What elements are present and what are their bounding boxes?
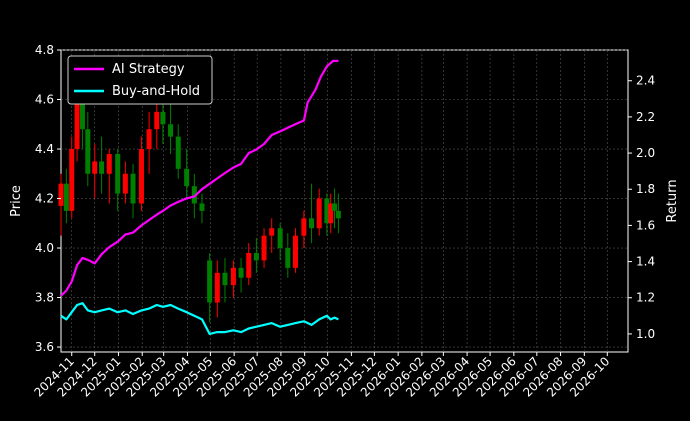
candle-body xyxy=(146,129,152,150)
y-right-tick-label: 1.0 xyxy=(636,327,655,341)
y-axis-left-label: Price xyxy=(9,185,24,217)
y-right-tick-label: 2.2 xyxy=(636,110,655,124)
candle-body xyxy=(79,94,85,130)
candlestick-series xyxy=(58,74,341,323)
candle-body xyxy=(332,203,338,211)
y-left-tick-label: 4.2 xyxy=(35,192,54,206)
candle-body xyxy=(130,173,136,204)
candle-body xyxy=(85,129,91,174)
candle-body xyxy=(92,161,98,174)
candle-body xyxy=(277,228,283,249)
candle-body xyxy=(74,94,80,150)
y-right-tick-label: 2.4 xyxy=(636,74,655,88)
candle-body xyxy=(328,203,334,224)
candle-body xyxy=(316,198,322,229)
y-right-tick-label: 2.0 xyxy=(636,146,655,160)
candle-body xyxy=(335,210,341,219)
y-right-tick-label: 1.2 xyxy=(636,291,655,305)
y-left-tick-label: 3.6 xyxy=(35,340,54,354)
candle-body xyxy=(168,124,174,137)
candle-body xyxy=(115,153,121,194)
candle-body xyxy=(175,136,181,169)
y-axis-right-label: Return xyxy=(665,179,680,222)
candle-body xyxy=(324,198,330,224)
candle-body xyxy=(309,218,315,229)
candle-body xyxy=(69,149,75,211)
candle-body xyxy=(301,218,307,236)
candle-body xyxy=(99,161,105,174)
candle-body xyxy=(154,111,160,130)
y-left-tick-label: 4.0 xyxy=(35,241,54,255)
y-left-tick-label: 4.6 xyxy=(35,93,54,107)
legend-label-ai-strategy: AI Strategy xyxy=(112,62,185,77)
candle-body xyxy=(285,248,291,268)
legend: AI Strategy Buy-and-Hold xyxy=(67,55,213,105)
candle-body xyxy=(246,252,252,278)
candle-body xyxy=(160,111,166,125)
candle-body xyxy=(253,252,259,261)
y-left-tick-label: 4.8 xyxy=(35,43,54,57)
candle-body xyxy=(238,267,244,278)
y-left-tick-label: 3.8 xyxy=(35,291,54,305)
y-right-tick-label: 1.8 xyxy=(636,182,655,196)
y-axis-left: 3.6 3.8 4.0 4.2 4.4 4.6 4.8 xyxy=(35,43,61,354)
candle-body xyxy=(207,260,213,303)
y-right-tick-label: 1.4 xyxy=(636,255,655,269)
candle-body xyxy=(184,168,190,187)
candle-body xyxy=(63,183,69,211)
y-right-tick-label: 1.6 xyxy=(636,218,655,232)
candle-body xyxy=(292,235,298,268)
candle-body xyxy=(106,153,112,174)
candle-body xyxy=(199,203,205,211)
return-lines xyxy=(60,59,339,335)
grid-lines xyxy=(61,49,628,352)
candle-body xyxy=(269,228,275,236)
chart-title: cnstock [000725.SZ] xyxy=(262,9,428,28)
series-line-buy-and-hold xyxy=(60,302,339,335)
candle-body xyxy=(122,173,128,194)
candle-body xyxy=(261,235,267,261)
candle-body xyxy=(214,272,220,303)
candle-body xyxy=(138,149,144,204)
legend-label-buy-and-hold: Buy-and-Hold xyxy=(112,84,200,99)
series-line-ai-strategy xyxy=(60,59,339,297)
x-axis: 2024-112024-122025-012025-022025-032025-… xyxy=(31,352,612,400)
y-left-tick-label: 4.4 xyxy=(35,142,54,156)
y-axis-right: 1.0 1.2 1.4 1.6 1.8 2.0 2.2 2.4 xyxy=(628,74,655,341)
candle-body xyxy=(230,267,236,286)
candle-body xyxy=(222,272,228,286)
candle-body xyxy=(191,186,197,204)
candle-body xyxy=(58,183,64,206)
